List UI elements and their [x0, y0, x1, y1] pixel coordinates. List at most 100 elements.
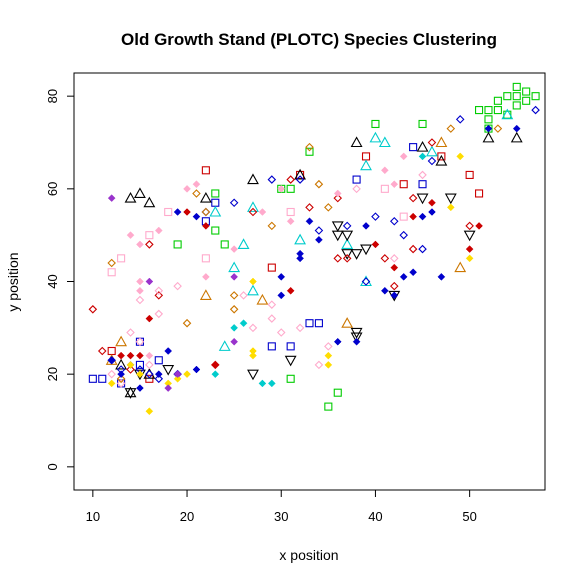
data-point — [249, 351, 257, 360]
data-point — [295, 175, 305, 184]
data-point — [369, 131, 382, 143]
data-point — [314, 226, 324, 235]
data-point — [427, 156, 437, 166]
data-point — [475, 222, 483, 230]
data-point — [228, 261, 241, 273]
data-point — [286, 342, 295, 351]
data-point — [512, 92, 521, 101]
data-point — [230, 245, 238, 253]
data-point — [145, 351, 154, 360]
data-point — [136, 370, 144, 379]
data-point — [286, 175, 295, 184]
data-point — [427, 138, 437, 147]
data-point — [361, 152, 371, 161]
data-point — [143, 196, 156, 208]
data-point — [501, 108, 514, 120]
plot-frame — [73, 72, 546, 491]
data-point — [360, 244, 372, 256]
data-point — [475, 189, 484, 198]
data-point — [134, 187, 146, 199]
data-point — [352, 337, 361, 346]
data-point — [145, 240, 154, 249]
data-point — [512, 124, 521, 133]
x-tick-label: 40 — [368, 509, 382, 524]
chart-title: Old Growth Stand (PLOTC) Species Cluster… — [121, 30, 497, 49]
data-point — [267, 342, 276, 351]
y-axis-label: y position — [5, 252, 21, 311]
x-axis-label: x position — [279, 547, 338, 563]
data-point — [267, 221, 277, 231]
data-point — [362, 222, 370, 230]
data-point — [211, 226, 220, 235]
data-point — [455, 115, 465, 124]
data-point — [295, 323, 305, 333]
data-point — [145, 314, 154, 323]
data-point — [229, 198, 239, 208]
data-point — [484, 124, 493, 133]
data-point — [276, 328, 286, 337]
data-point — [88, 374, 97, 383]
data-point — [136, 351, 144, 360]
data-point — [154, 374, 164, 384]
data-point — [183, 208, 191, 216]
data-point — [136, 286, 144, 295]
data-point — [465, 170, 474, 179]
x-tick-label: 10 — [86, 509, 100, 524]
data-point — [484, 115, 493, 124]
data-point — [267, 300, 277, 309]
data-point — [107, 268, 116, 277]
data-point — [192, 189, 201, 198]
data-point — [409, 143, 418, 152]
data-point — [510, 131, 523, 143]
data-point — [314, 360, 324, 370]
data-point — [239, 291, 248, 300]
data-point — [202, 222, 210, 230]
data-point — [378, 136, 391, 148]
data-point — [331, 221, 344, 233]
data-point — [97, 346, 107, 356]
data-point — [126, 365, 135, 374]
data-point — [435, 154, 448, 166]
data-point — [154, 370, 163, 379]
data-point — [211, 189, 220, 198]
data-point — [286, 184, 295, 193]
data-point — [475, 106, 484, 115]
data-point — [390, 254, 399, 263]
y-tick-label: 60 — [45, 182, 60, 196]
data-point — [211, 361, 220, 369]
data-point — [124, 388, 137, 399]
y-tick-label: 20 — [45, 367, 60, 381]
data-point — [209, 205, 222, 217]
data-point — [360, 159, 372, 171]
data-point — [182, 318, 192, 328]
data-point — [341, 317, 354, 328]
data-point — [381, 286, 389, 295]
data-point — [107, 379, 116, 388]
data-point — [465, 221, 474, 231]
data-point — [390, 180, 399, 189]
data-point — [522, 87, 531, 96]
data-point — [361, 277, 371, 286]
data-point — [248, 207, 258, 217]
x-axis: 10 20 30 40 50 — [86, 490, 477, 524]
data-point — [390, 263, 399, 272]
data-point — [342, 254, 352, 263]
data-point — [199, 191, 212, 203]
data-point — [154, 291, 164, 300]
data-point — [136, 277, 144, 286]
data-point — [126, 231, 135, 240]
data-point — [164, 207, 173, 217]
data-point — [294, 168, 307, 180]
data-point — [201, 254, 210, 263]
data-point — [314, 179, 324, 189]
x-tick-label: 30 — [274, 509, 288, 524]
data-point — [418, 244, 427, 254]
data-point — [324, 351, 333, 360]
data-point — [126, 351, 135, 360]
data-point — [135, 337, 145, 347]
data-point — [107, 356, 116, 365]
data-point — [88, 305, 98, 314]
data-point — [341, 230, 354, 242]
data-point — [218, 340, 231, 351]
data-point — [164, 384, 173, 392]
